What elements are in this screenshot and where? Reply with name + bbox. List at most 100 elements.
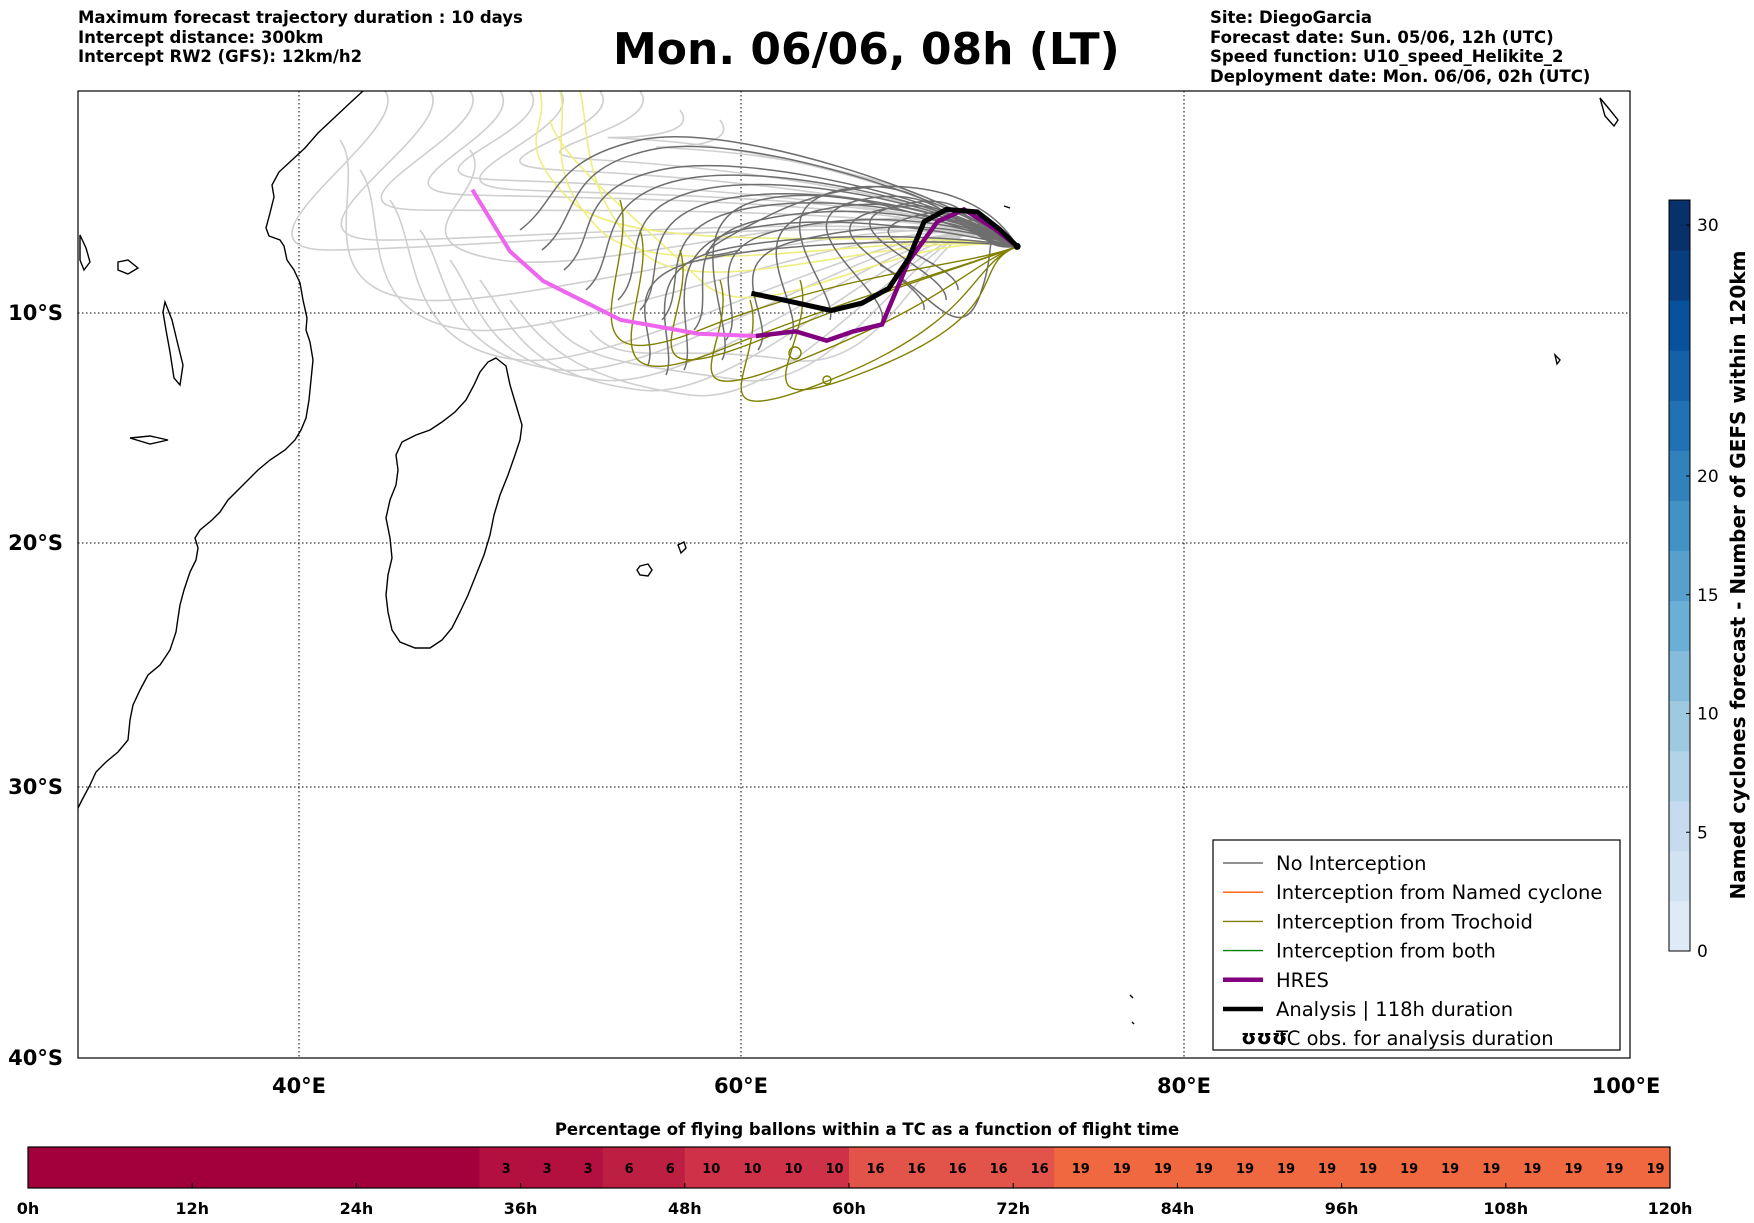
- gefs-light-trajectory: [479, 232, 1018, 392]
- island-coastline: [1129, 994, 1134, 999]
- bottom-colorbar-cell-label: 16: [949, 1162, 967, 1177]
- island-coastline: [117, 259, 140, 275]
- header-left-line: Maximum forecast trajectory duration : 1…: [78, 8, 523, 27]
- bottom-colorbar-cell-label: 6: [666, 1162, 675, 1177]
- bottom-colorbar-cell-label: 6: [625, 1162, 634, 1177]
- header-right-line: Forecast date: Sun. 05/06, 12h (UTC): [1210, 27, 1554, 47]
- header-left-line: Intercept RW2 (GFS): 12km/h2: [78, 47, 363, 66]
- bottom-colorbar-tick-label: 12h: [175, 1199, 209, 1218]
- trochoid-trajectory: [785, 245, 1018, 391]
- legend-label: HRES: [1276, 969, 1329, 992]
- gefs-light-trajectory: [589, 229, 1018, 362]
- gefs-gray-trajectory: [644, 241, 1018, 366]
- bottom-colorbar-title: Percentage of flying ballons within a TC…: [555, 1120, 1179, 1139]
- right-colorbar-cell: [1669, 550, 1690, 602]
- bottom-colorbar-cell: [151, 1147, 193, 1188]
- bottom-colorbar-cell: [561, 1147, 604, 1188]
- bottom-colorbar-cell-label: 10: [743, 1162, 761, 1177]
- trochoid-trajectory: [670, 245, 1018, 361]
- right-colorbar-cell: [1669, 300, 1690, 351]
- bottom-colorbar-cell-label: 10: [702, 1162, 720, 1177]
- bottom-colorbar-cell: [1464, 1147, 1507, 1188]
- bottom-colorbar-cell: [1546, 1147, 1589, 1188]
- bottom-colorbar-cell-label: 3: [584, 1162, 593, 1177]
- gefs-gray-trajectory: [712, 194, 1018, 361]
- gefs-gray-trajectory: [725, 218, 1018, 341]
- gefs-light-trajectory: [427, 91, 1018, 248]
- bottom-colorbar-cell: [356, 1147, 399, 1188]
- right-colorbar-cell: [1669, 450, 1690, 501]
- trochoid-trajectory: [610, 199, 1018, 346]
- bottom-colorbar-cell: [972, 1147, 1014, 1188]
- bottom-colorbar-cell-label: 19: [1359, 1162, 1377, 1177]
- right-colorbar-cell: [1669, 850, 1690, 902]
- right-colorbar-tick-label: 30: [1697, 216, 1719, 236]
- bottom-colorbar-cell: [1218, 1147, 1261, 1188]
- hres-extended-track: [470, 188, 756, 338]
- lat-tick-label: 20°S: [8, 531, 63, 555]
- right-colorbar-cell: [1669, 350, 1690, 401]
- island-coastline: [79, 234, 91, 272]
- header-right-line: Speed function: U10_speed_Helikite_2: [1210, 47, 1564, 66]
- hres-track: [755, 206, 1019, 343]
- bottom-colorbar-cell: [602, 1147, 645, 1188]
- legend: No Interception Interception from Named c…: [1212, 839, 1621, 1051]
- bottom-colorbar-cell: [1013, 1147, 1055, 1188]
- right-colorbar-cell: [1669, 400, 1690, 451]
- bottom-colorbar-cell-label: 16: [1031, 1162, 1049, 1177]
- bottom-colorbar-tick-label: 108h: [1483, 1199, 1528, 1218]
- bottom-colorbar-cell: [397, 1147, 440, 1188]
- bottom-colorbar-cell-label: 19: [1523, 1162, 1541, 1177]
- bottom-colorbar-cell: [1259, 1147, 1302, 1188]
- bottom-colorbar-cell: [520, 1147, 563, 1188]
- map-frame: [77, 90, 1631, 1059]
- trochoid-trajectory: [630, 229, 1018, 368]
- bottom-colorbar-cell-label: 19: [1400, 1162, 1418, 1177]
- bottom-colorbar-cell: [766, 1147, 809, 1188]
- bottom-colorbar-cell-label: 19: [1072, 1162, 1090, 1177]
- right-colorbar-cell: [1669, 500, 1690, 551]
- legend-label: Interception from Named cyclone: [1276, 881, 1602, 904]
- lon-tick-label: 100°E: [1592, 1074, 1661, 1098]
- bottom-colorbar-cell: [1628, 1147, 1671, 1188]
- right-colorbar-tick-label: 10: [1697, 705, 1719, 725]
- site-marker: [1013, 242, 1021, 250]
- bottom-colorbar-cell-label: 19: [1482, 1162, 1500, 1177]
- right-colorbar-cell: [1669, 600, 1690, 652]
- bottom-colorbar-cell: [1341, 1147, 1384, 1188]
- bottom-colorbar-cell: [890, 1147, 932, 1188]
- right-colorbar-frame: [1668, 199, 1691, 952]
- right-colorbar: 0 5 10 15 20 30 Named cyclones forecast - Num…: [1668, 199, 1750, 962]
- lat-tick-label: 10°S: [8, 301, 63, 325]
- bottom-colorbar-cell: [192, 1147, 234, 1188]
- header-right-line: Site: DiegoGarcia: [1210, 8, 1373, 27]
- bottom-colorbar-tick-label: 120h: [1648, 1199, 1693, 1218]
- legend-label: Interception from Trochoid: [1276, 910, 1533, 933]
- island-coastline: [162, 299, 184, 387]
- bottom-colorbar-tick-label: 0h: [17, 1199, 40, 1218]
- bottom-colorbar-cell: [1587, 1147, 1630, 1188]
- bottom-colorbar-cell: [1054, 1147, 1096, 1188]
- right-colorbar-cell: [1669, 900, 1690, 952]
- right-colorbar-tick-label: 20: [1697, 467, 1719, 487]
- island-coastline: [1599, 97, 1619, 128]
- coastlines: [78, 91, 1619, 1025]
- gefs-gray-trajectory: [661, 202, 1018, 321]
- bottom-colorbar-cell: [315, 1147, 357, 1188]
- bottom-colorbar-cell-label: 19: [1441, 1162, 1459, 1177]
- gefs-gray-trajectory: [541, 145, 1018, 251]
- bottom-colorbar-cell: [479, 1147, 522, 1188]
- right-colorbar-tick-label: 5: [1697, 823, 1708, 843]
- gefs-yellow-trajectory: [535, 91, 1018, 248]
- bottom-colorbar-cell: [725, 1147, 768, 1188]
- gefs-light-trajectory: [291, 91, 1018, 251]
- legend-label: No Interception: [1276, 852, 1427, 875]
- island-coastline: [129, 435, 169, 445]
- bottom-colorbar-cell: [438, 1147, 481, 1188]
- right-colorbar-label: Named cyclones forecast - Number of GEFS…: [1726, 251, 1750, 900]
- bottom-colorbar-cell: [233, 1147, 275, 1188]
- island-coastline: [1553, 352, 1561, 366]
- lat-tick-label: 40°S: [8, 1046, 63, 1070]
- legend-label: TC obs. for analysis duration: [1275, 1027, 1554, 1050]
